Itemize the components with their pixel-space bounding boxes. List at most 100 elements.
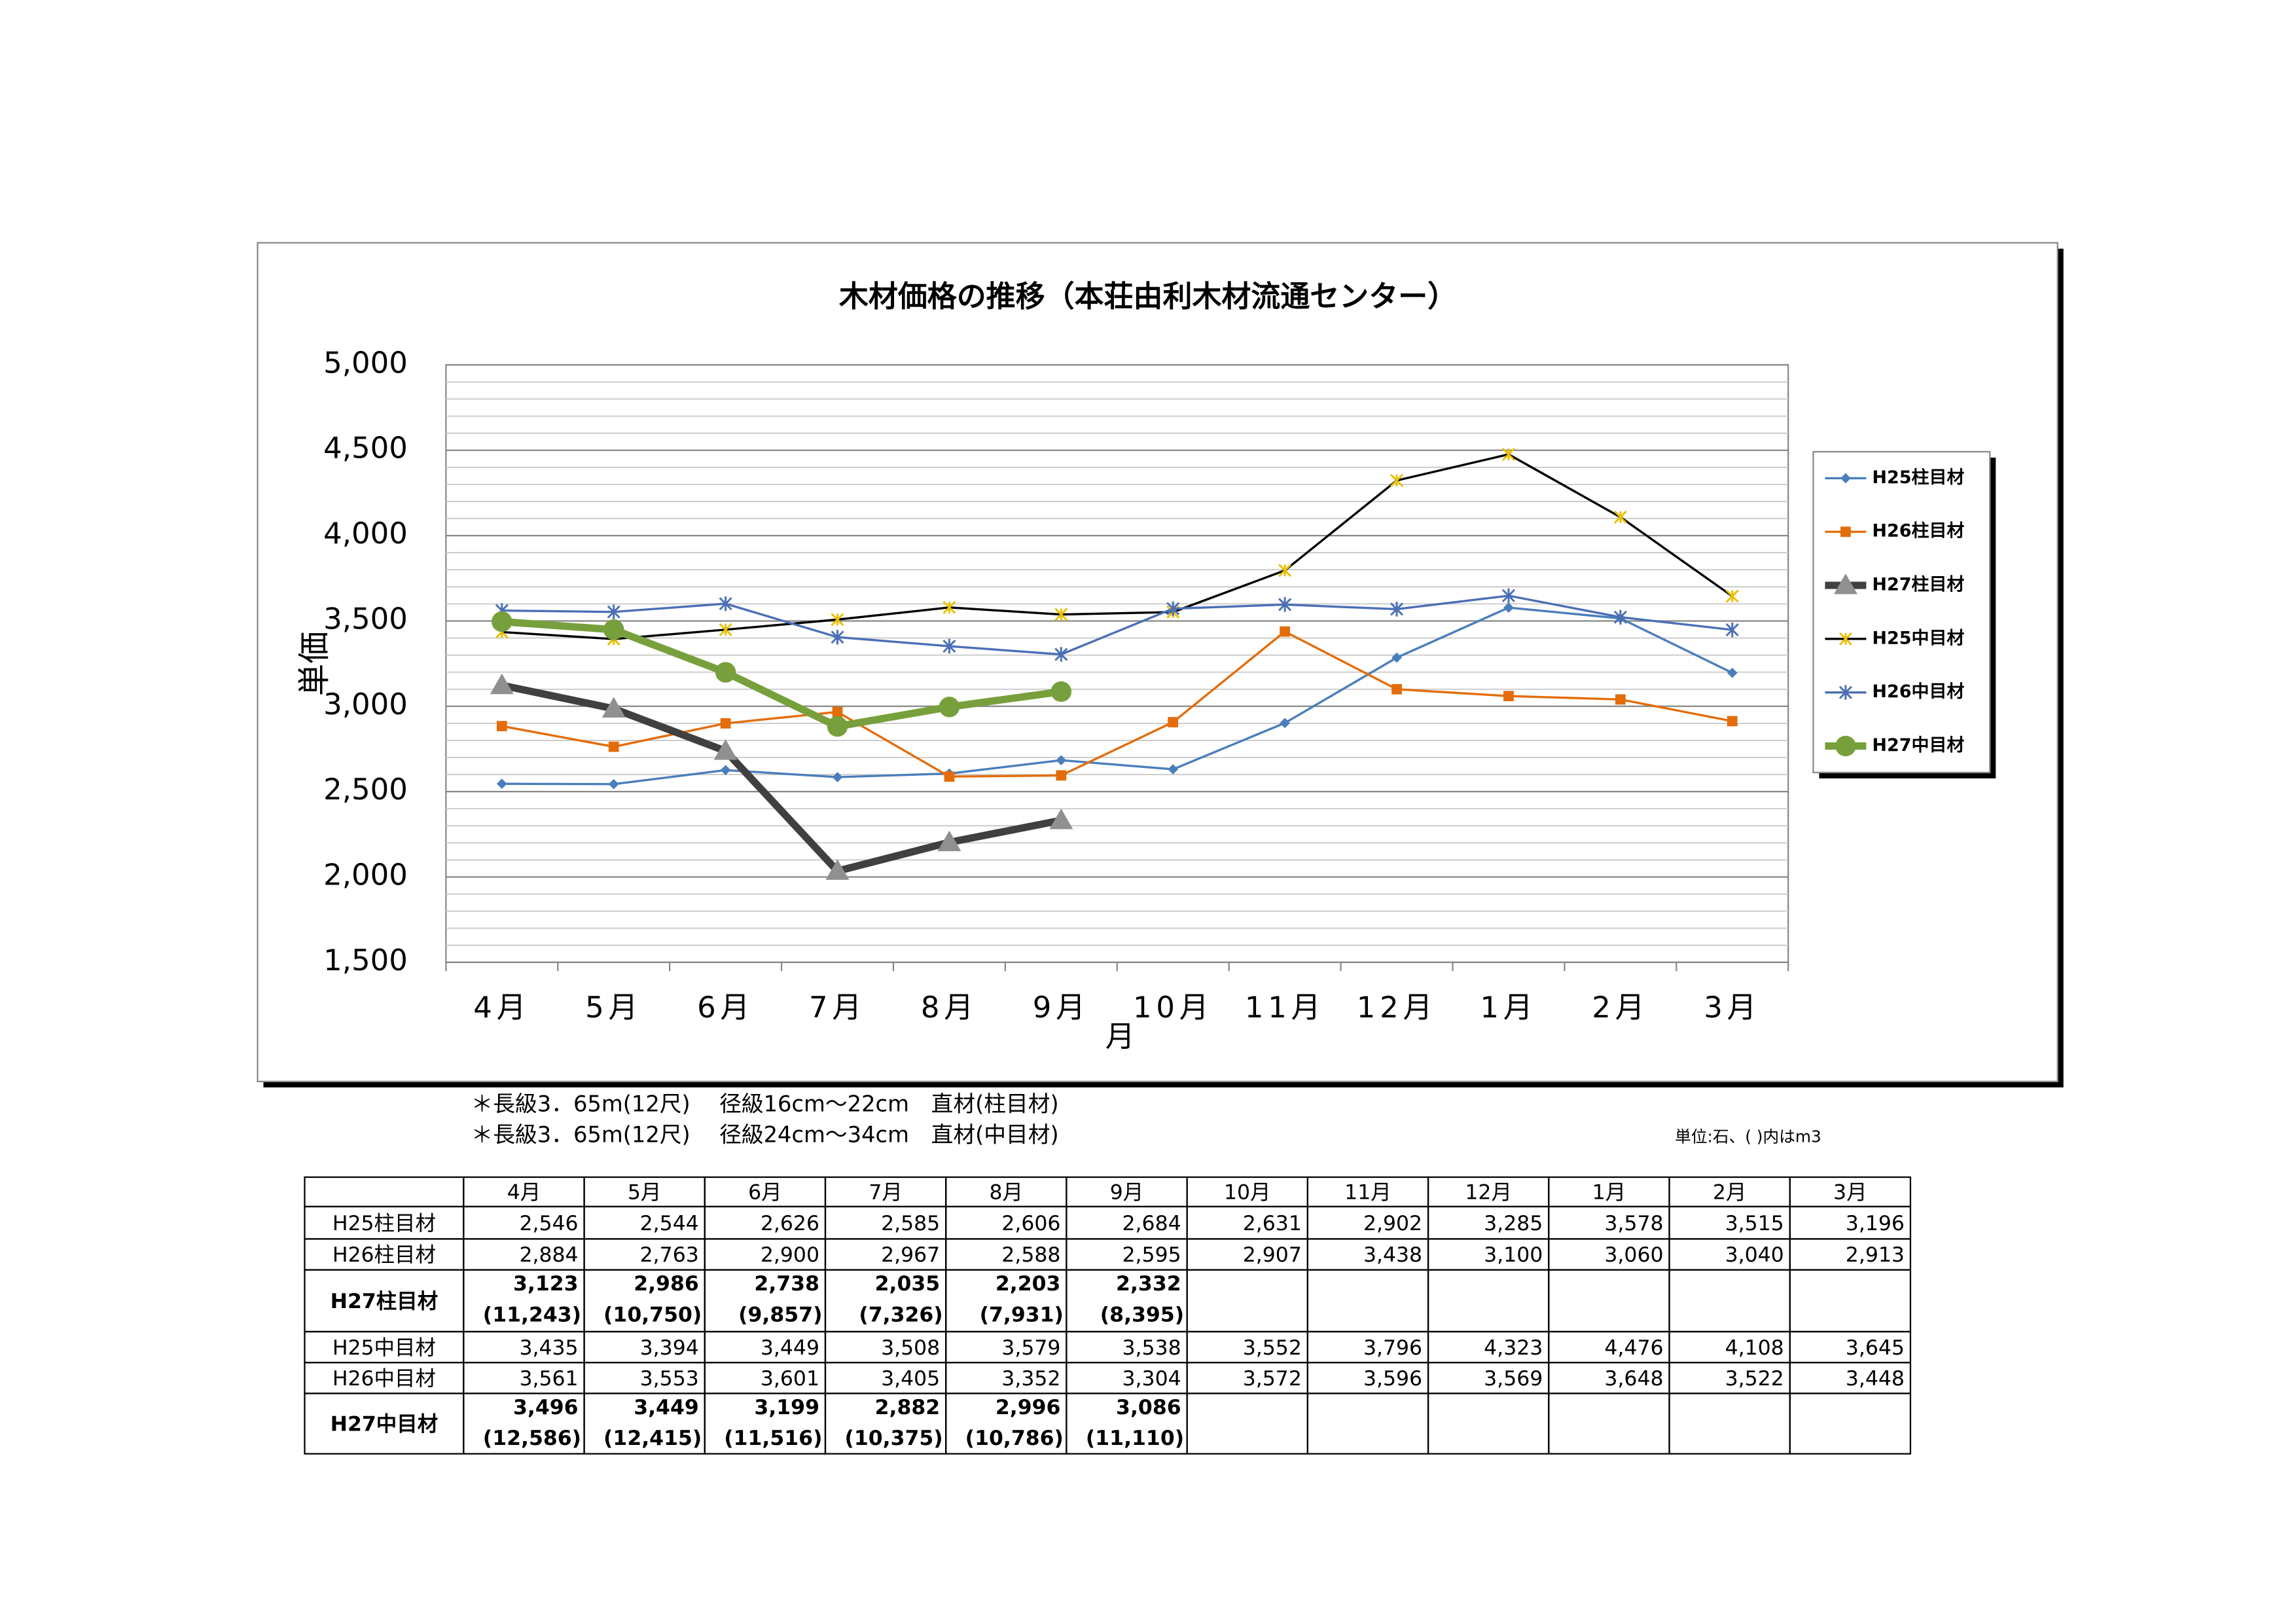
marker: [1840, 526, 1851, 538]
marker: [713, 739, 738, 760]
table-value: 3,496: [513, 1396, 579, 1419]
x-tick-label: 9月: [1033, 990, 1090, 1025]
table-header: 12月: [1465, 1181, 1512, 1205]
marker: [1503, 691, 1514, 702]
marker: [1839, 685, 1852, 700]
table-value: 2,967: [881, 1243, 940, 1267]
marker: [496, 721, 507, 731]
marker: [1727, 667, 1738, 678]
marker: [832, 706, 843, 718]
marker: [720, 718, 731, 729]
plot-area: [445, 364, 1789, 963]
marker: [1835, 735, 1856, 757]
table-value: 3,352: [1001, 1367, 1060, 1391]
marker: [1390, 473, 1404, 487]
marker: [1613, 510, 1627, 524]
x-axis-label: 月: [1105, 1019, 1135, 1054]
table-value: 3,522: [1725, 1367, 1784, 1391]
table-value: 3,405: [881, 1367, 940, 1391]
table-header: 4月: [507, 1181, 541, 1205]
table-subvalue: (11,516): [724, 1427, 822, 1450]
series-line: [501, 606, 1733, 786]
marker: [827, 716, 848, 737]
table-value: 3,086: [1116, 1396, 1181, 1419]
marker: [1168, 764, 1179, 775]
marker: [1501, 447, 1515, 462]
table-value: 3,569: [1484, 1367, 1543, 1391]
table-value: 2,902: [1363, 1212, 1422, 1235]
marker: [1050, 681, 1072, 702]
table-value: 3,579: [1001, 1336, 1060, 1360]
marker: [715, 662, 736, 683]
y-tick-label: 3,500: [323, 601, 408, 636]
table-header: 9月: [1110, 1181, 1144, 1205]
marker: [719, 596, 732, 611]
row-label: H26中目材: [332, 1367, 436, 1391]
table-value: 3,596: [1363, 1367, 1422, 1391]
table-value: 3,796: [1363, 1336, 1422, 1360]
marker: [1501, 588, 1515, 604]
series-line: [501, 453, 1733, 640]
x-tick-label: 8月: [921, 990, 978, 1025]
table-value: 3,304: [1122, 1367, 1181, 1391]
marker: [496, 778, 507, 790]
marker: [1725, 589, 1739, 603]
table-value: 3,100: [1484, 1243, 1543, 1267]
marker: [1278, 564, 1292, 577]
x-tick-label: 6月: [697, 990, 754, 1025]
row-label: H25柱目材: [332, 1212, 436, 1235]
marker: [1056, 770, 1067, 781]
marker: [1503, 602, 1514, 613]
marker: [1840, 473, 1851, 484]
table-subvalue: (11,243): [483, 1303, 581, 1326]
table-value: 2,763: [640, 1243, 699, 1267]
marker: [601, 697, 626, 718]
note: ＊長級3．65m(12尺) 径級16cm～22cm 直材(柱目材): [471, 1091, 1059, 1116]
x-tick-label: 2月: [1592, 990, 1649, 1025]
table-value: 3,538: [1122, 1336, 1181, 1360]
table-header: 10月: [1224, 1181, 1271, 1205]
table-header: 11月: [1344, 1181, 1391, 1205]
x-tick-label: 4月: [473, 990, 530, 1025]
table-value: 3,040: [1725, 1243, 1784, 1267]
table-value: 4,476: [1604, 1336, 1663, 1360]
marker: [831, 613, 844, 627]
legend-label: H27中目材: [1872, 735, 1964, 756]
marker: [1280, 626, 1291, 637]
table-value: 3,561: [519, 1367, 578, 1391]
table-value: 3,645: [1846, 1336, 1905, 1360]
x-tick-label: 10月: [1133, 990, 1213, 1025]
table-subvalue: (10,375): [844, 1427, 942, 1450]
table-subvalue: (7,931): [980, 1303, 1064, 1326]
table-header: 5月: [628, 1181, 662, 1205]
table-value: 2,546: [519, 1212, 578, 1235]
table-value: 2,882: [875, 1396, 941, 1419]
table-value: 4,108: [1725, 1336, 1784, 1360]
unit-note: 単位:石、( )内はm3: [1675, 1127, 1821, 1146]
row-label: H27中目材: [331, 1413, 439, 1436]
table-value: 3,199: [754, 1396, 819, 1419]
table: 4月 5月 6月 7月 8月 9月 10月 11月 12月 1月 2月 3月 H25柱目材 2,546 2,…: [304, 1176, 1912, 1455]
marker: [1054, 608, 1068, 621]
y-tick-label: 1,500: [323, 943, 408, 977]
table-value: 3,449: [634, 1396, 699, 1419]
y-tick-label: 2,000: [323, 858, 408, 892]
table-subvalue: (11,110): [1086, 1427, 1184, 1450]
x-tick-label: 3月: [1704, 990, 1761, 1025]
table-value: 2,035: [875, 1272, 941, 1296]
table-header: 8月: [990, 1181, 1024, 1205]
table-value: 3,553: [640, 1367, 699, 1391]
marker: [719, 623, 732, 636]
table-subvalue: (8,395): [1100, 1303, 1184, 1326]
marker: [608, 741, 619, 752]
note: ＊長級3．65m(12尺) 径級24cm～34cm 直材(中目材): [471, 1122, 1059, 1148]
row-label: H27柱目材: [331, 1290, 439, 1313]
table-value: 3,449: [761, 1336, 819, 1360]
marker: [1727, 716, 1738, 727]
marker: [492, 611, 512, 632]
table-value: 3,508: [881, 1336, 940, 1360]
y-tick-label: 4,500: [323, 431, 408, 465]
legend-label: H26柱目材: [1872, 521, 1964, 541]
table-value: 3,601: [761, 1367, 819, 1391]
